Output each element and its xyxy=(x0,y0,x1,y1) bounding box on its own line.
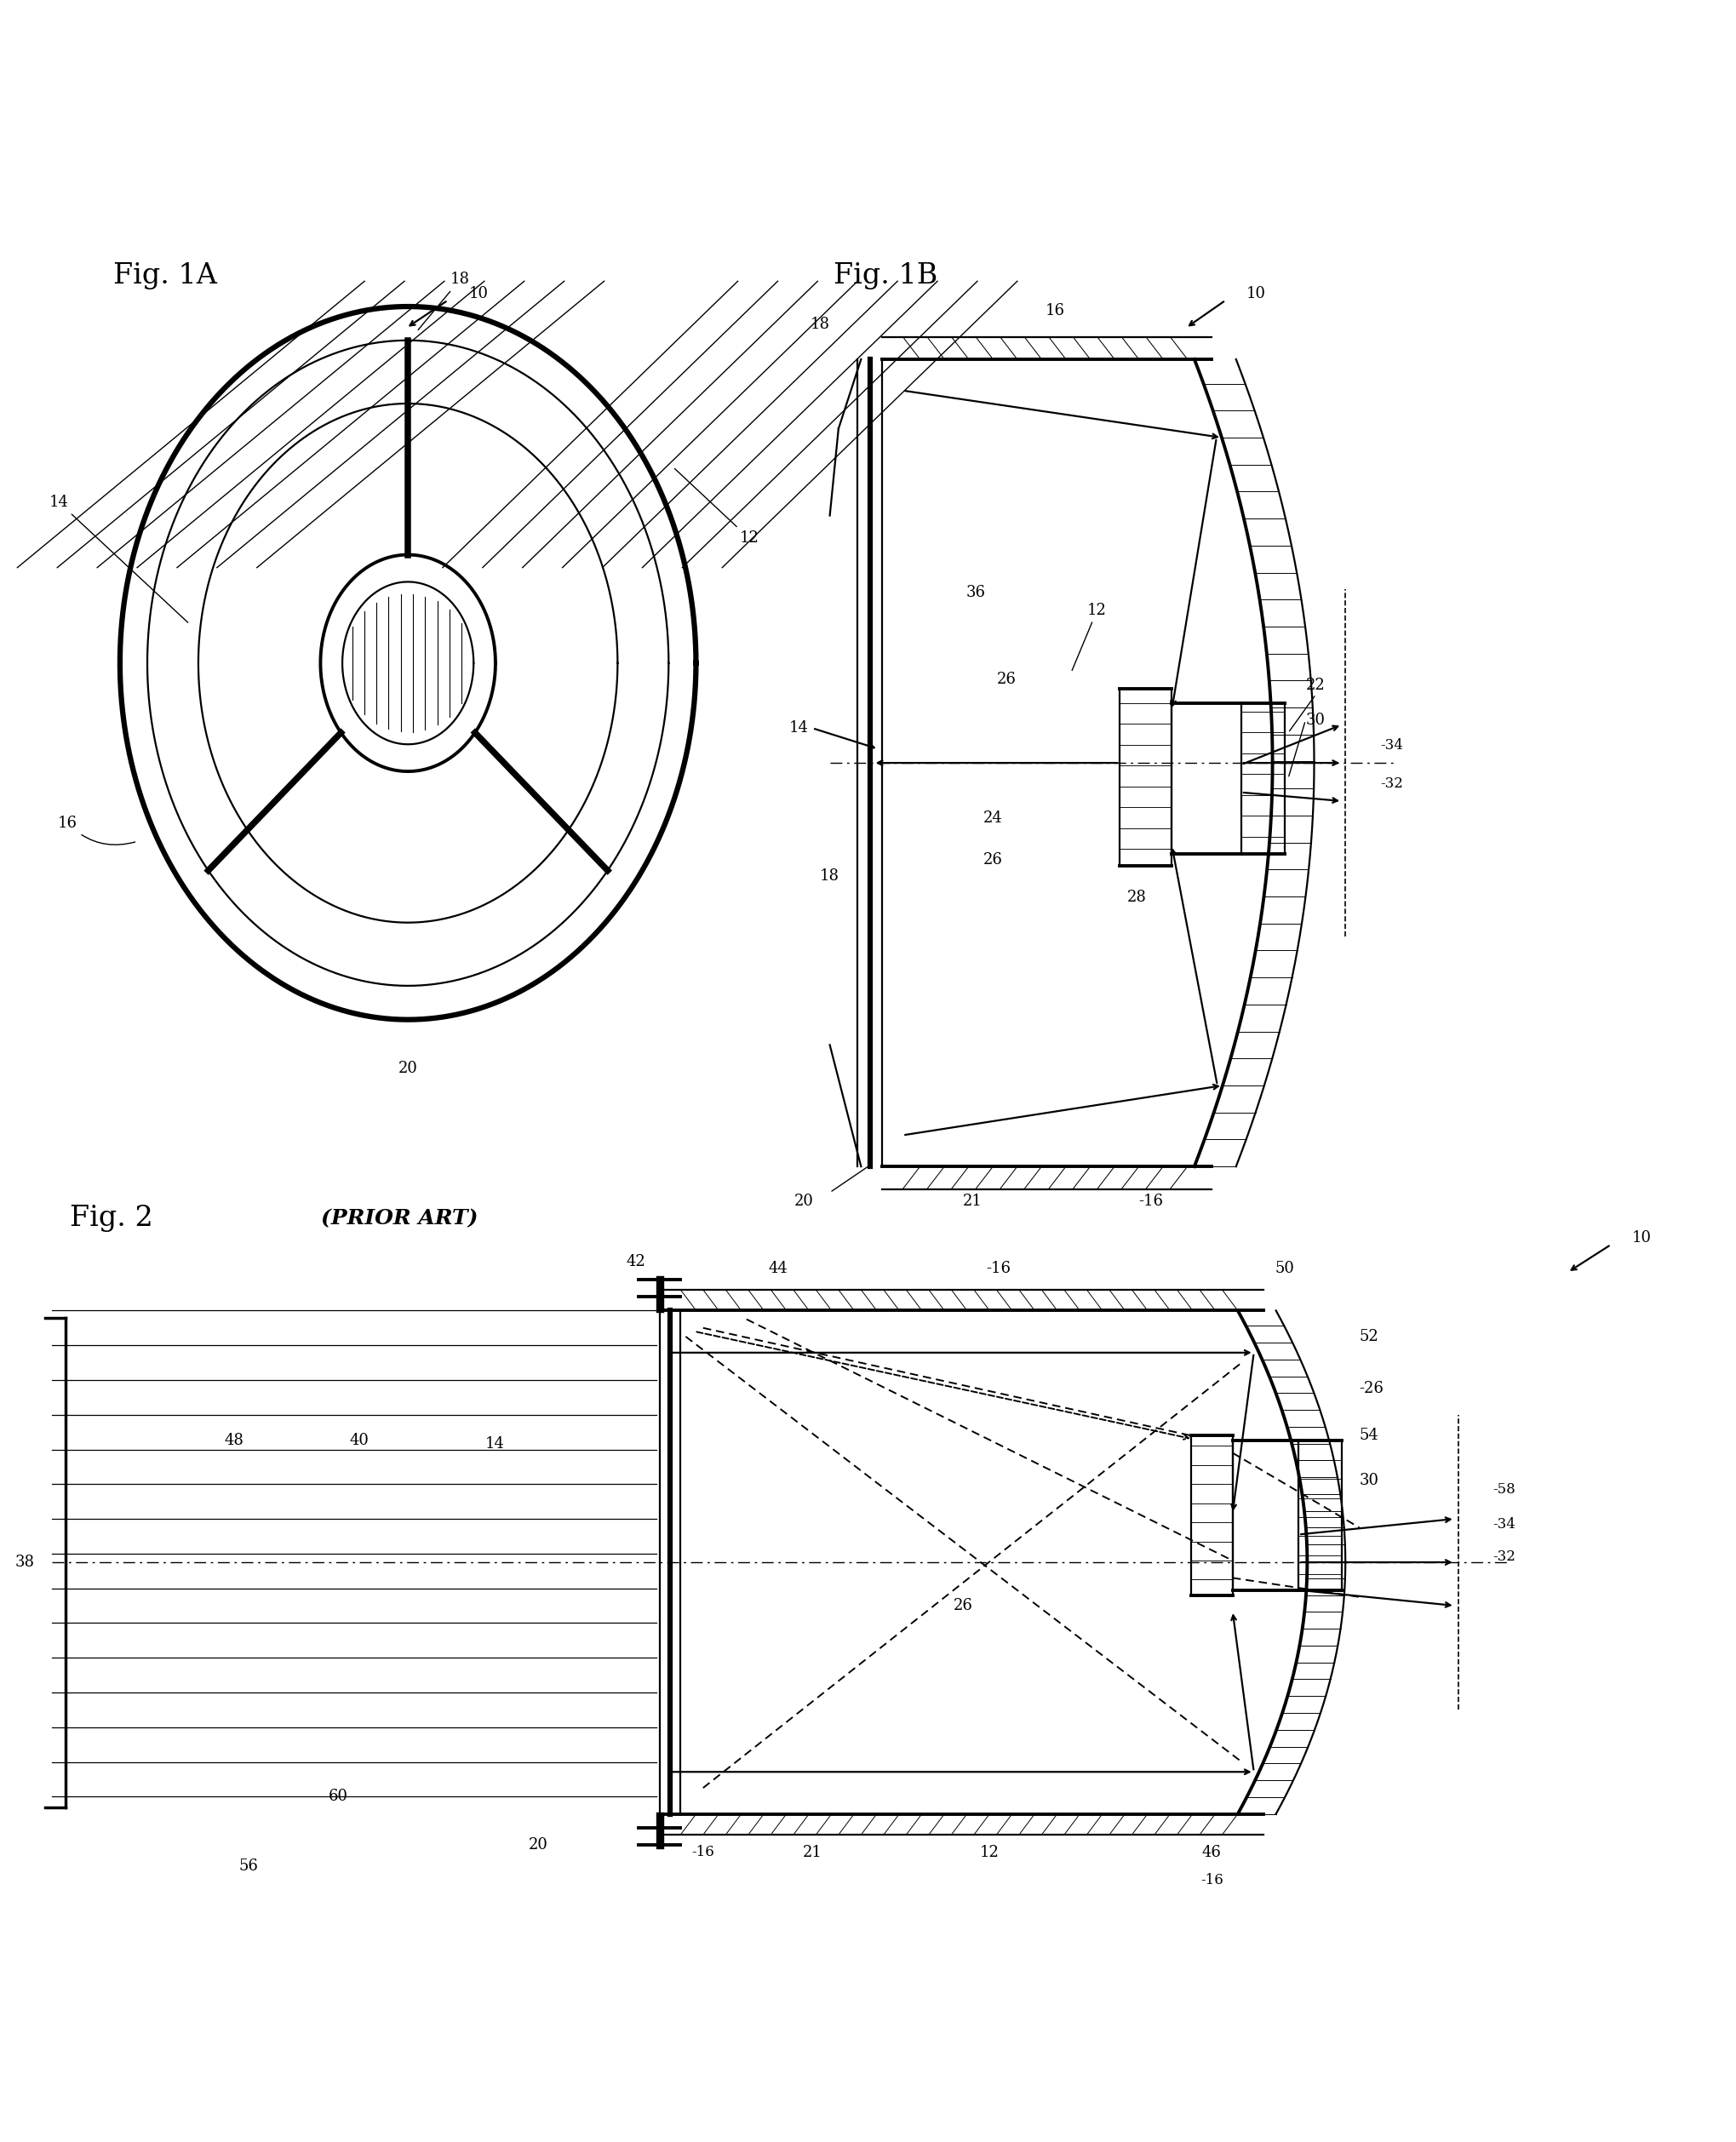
Text: 14: 14 xyxy=(788,720,809,737)
Text: 21: 21 xyxy=(802,1844,823,1859)
Text: 18: 18 xyxy=(811,317,830,332)
Text: 48: 48 xyxy=(224,1433,245,1448)
Text: -26: -26 xyxy=(1359,1382,1384,1397)
Text: 26: 26 xyxy=(983,853,1003,868)
Text: Fig. 1A: Fig. 1A xyxy=(113,261,217,289)
Text: 14: 14 xyxy=(484,1437,505,1452)
Text: 52: 52 xyxy=(1359,1328,1378,1345)
Text: -58: -58 xyxy=(1493,1482,1516,1497)
Text: 44: 44 xyxy=(767,1262,788,1277)
Text: 14: 14 xyxy=(49,495,187,623)
Text: 30: 30 xyxy=(1305,713,1326,728)
Text: 20: 20 xyxy=(398,1060,418,1075)
Text: 26: 26 xyxy=(953,1598,974,1613)
Text: 12: 12 xyxy=(979,1844,1000,1859)
Text: 46: 46 xyxy=(1201,1844,1222,1859)
Text: 38: 38 xyxy=(16,1555,35,1570)
Text: 18: 18 xyxy=(819,868,840,883)
Text: 16: 16 xyxy=(57,816,135,844)
Text: -16: -16 xyxy=(691,1844,715,1859)
Text: 21: 21 xyxy=(962,1193,983,1208)
Text: -34: -34 xyxy=(1380,739,1403,752)
Text: 10: 10 xyxy=(469,285,488,302)
Text: 18: 18 xyxy=(418,272,470,330)
Text: -34: -34 xyxy=(1493,1517,1516,1532)
Text: -16: -16 xyxy=(1200,1872,1224,1887)
Text: 30: 30 xyxy=(1359,1474,1378,1489)
Text: 60: 60 xyxy=(328,1789,349,1804)
Text: 42: 42 xyxy=(627,1255,646,1270)
Text: 20: 20 xyxy=(528,1838,549,1853)
Text: 24: 24 xyxy=(983,812,1003,827)
Text: 10: 10 xyxy=(1246,285,1266,302)
Text: -32: -32 xyxy=(1380,775,1403,790)
Text: -16: -16 xyxy=(986,1262,1010,1277)
Text: 36: 36 xyxy=(965,585,986,600)
Text: Fig. 2: Fig. 2 xyxy=(69,1206,153,1232)
Text: 28: 28 xyxy=(1127,889,1147,906)
Text: 20: 20 xyxy=(793,1193,814,1208)
Text: -16: -16 xyxy=(1139,1193,1163,1208)
Text: 50: 50 xyxy=(1274,1262,1295,1277)
Text: 12: 12 xyxy=(675,469,759,546)
Text: 16: 16 xyxy=(1045,302,1066,319)
Text: 12: 12 xyxy=(1073,602,1108,670)
Text: 10: 10 xyxy=(1632,1230,1651,1245)
Text: 40: 40 xyxy=(349,1433,370,1448)
Text: -32: -32 xyxy=(1493,1551,1516,1564)
Text: Fig. 1B: Fig. 1B xyxy=(833,261,937,289)
Text: 56: 56 xyxy=(238,1859,259,1874)
Text: (PRIOR ART): (PRIOR ART) xyxy=(321,1208,477,1230)
Text: 22: 22 xyxy=(1305,679,1326,694)
Text: 26: 26 xyxy=(996,673,1017,688)
Text: 54: 54 xyxy=(1359,1429,1378,1444)
